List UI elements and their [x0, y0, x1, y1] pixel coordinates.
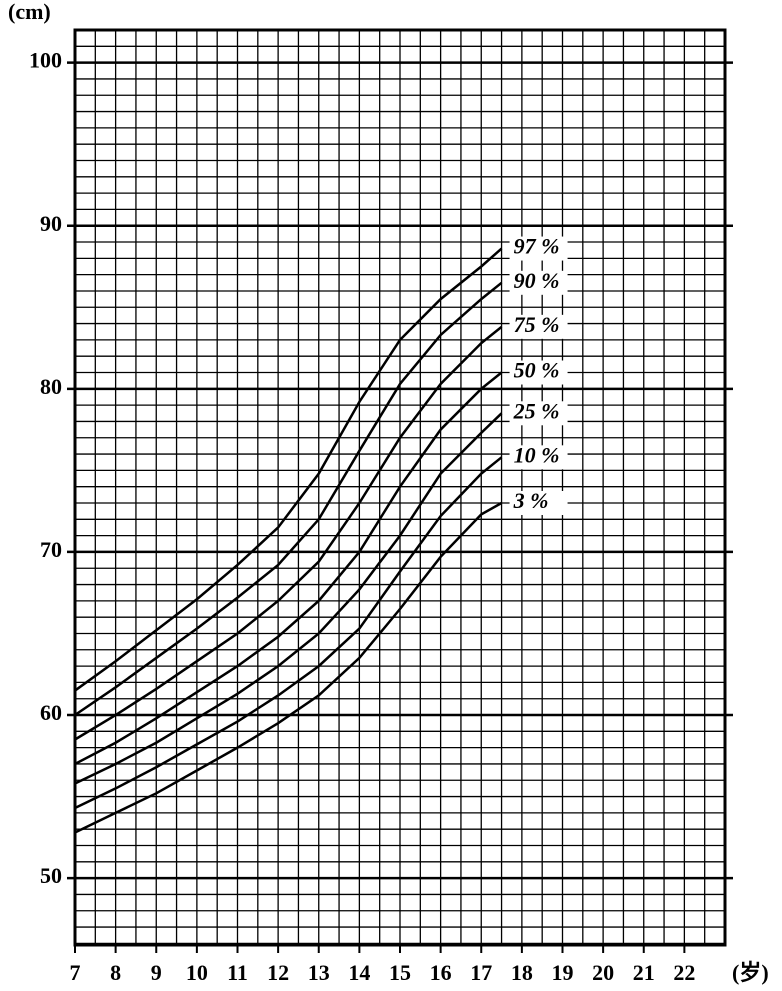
x-tick-label: 19	[552, 960, 574, 985]
percentile-line	[74, 371, 503, 766]
series-label: 97 %	[514, 234, 560, 259]
label-bg	[509, 360, 568, 385]
series-label: 75 %	[514, 312, 560, 337]
percentile-line	[74, 281, 503, 717]
label-bg	[509, 490, 568, 515]
x-tick-label: 15	[389, 960, 411, 985]
x-tick-label: 14	[348, 960, 370, 985]
x-tick-label: 20	[592, 960, 614, 985]
x-tick-label: 13	[308, 960, 330, 985]
series-label: 3 %	[513, 488, 549, 513]
x-tick-label: 17	[470, 960, 492, 985]
y-tick-label: 70	[40, 537, 62, 562]
x-tick-label: 7	[70, 960, 81, 985]
label-bg	[509, 314, 568, 339]
y-tick-label: 60	[40, 700, 62, 725]
series-label: 10 %	[514, 442, 560, 467]
x-tick-label: 11	[227, 960, 248, 985]
x-tick-label: 22	[673, 960, 695, 985]
series-label: 90 %	[514, 268, 560, 293]
percentile-line	[74, 456, 503, 810]
x-axis-label: (岁)	[732, 960, 769, 985]
series-label: 25 %	[513, 398, 560, 423]
y-tick-label: 80	[40, 374, 62, 399]
label-bg	[509, 270, 568, 295]
label-bg	[509, 236, 568, 261]
series-label: 50 %	[514, 358, 560, 383]
plot-frame	[73, 28, 727, 947]
percentile-line	[74, 247, 503, 692]
y-tick-label: 90	[40, 211, 62, 236]
y-axis-label: (cm)	[8, 0, 51, 24]
y-tick-label: 50	[40, 863, 62, 888]
percentile-line	[74, 501, 503, 834]
x-tick-label: 10	[186, 960, 208, 985]
label-bg	[509, 445, 568, 470]
x-tick-label: 18	[511, 960, 533, 985]
y-tick-label: 100	[29, 48, 62, 73]
x-tick-label: 16	[430, 960, 452, 985]
x-tick-label: 21	[633, 960, 655, 985]
x-tick-label: 12	[267, 960, 289, 985]
x-tick-label: 8	[110, 960, 121, 985]
percentile-line	[74, 412, 503, 785]
x-tick-label: 9	[151, 960, 162, 985]
percentile-line	[74, 325, 503, 741]
label-bg	[509, 401, 568, 426]
